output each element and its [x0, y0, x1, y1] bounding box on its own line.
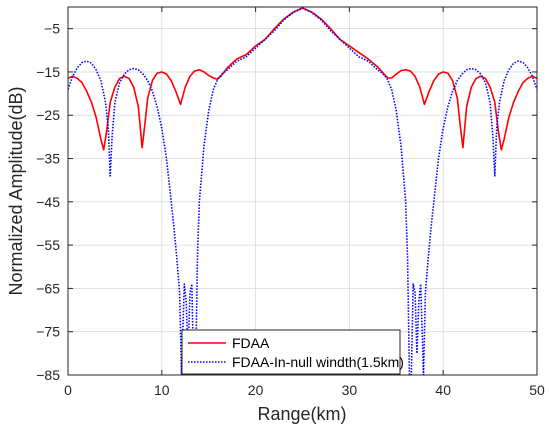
y-tick-label: −15 [36, 64, 60, 80]
y-tick-label: −25 [36, 107, 60, 123]
y-tick-label: −65 [36, 280, 60, 296]
legend-label-fdaa: FDAA [232, 335, 270, 351]
y-tick-label: −85 [36, 367, 60, 383]
y-tick-label: −5 [44, 21, 60, 37]
y-tick-label: −45 [36, 194, 60, 210]
plot-frame [67, 6, 538, 376]
tick-labels: 0 10 20 30 40 50 −5 −15 −25 −35 −45 −55 −65 −75 −85 [36, 21, 545, 398]
x-axis-title: Range(km) [257, 404, 346, 424]
y-axis-title: Normalized Amplitude(dB) [6, 86, 26, 295]
plot-area [68, 7, 537, 375]
legend-label-null-width: FDAA-In-null windth(1.5km) [232, 354, 404, 370]
legend-box [181, 329, 401, 375]
x-tick-label: 50 [529, 382, 545, 398]
legend: FDAA FDAA-In-null windth(1.5km) [181, 329, 404, 375]
x-tick-label: 40 [435, 382, 451, 398]
series-line-null-width [68, 7, 537, 375]
ticks [67, 7, 538, 376]
x-tick-label: 10 [154, 382, 170, 398]
x-tick-label: 20 [248, 382, 264, 398]
y-tick-label: −75 [36, 324, 60, 340]
x-tick-label: 30 [342, 382, 358, 398]
x-tick-label: 0 [64, 382, 72, 398]
series-layer [68, 7, 537, 375]
y-tick-label: −55 [36, 237, 60, 253]
y-tick-label: −35 [36, 151, 60, 167]
